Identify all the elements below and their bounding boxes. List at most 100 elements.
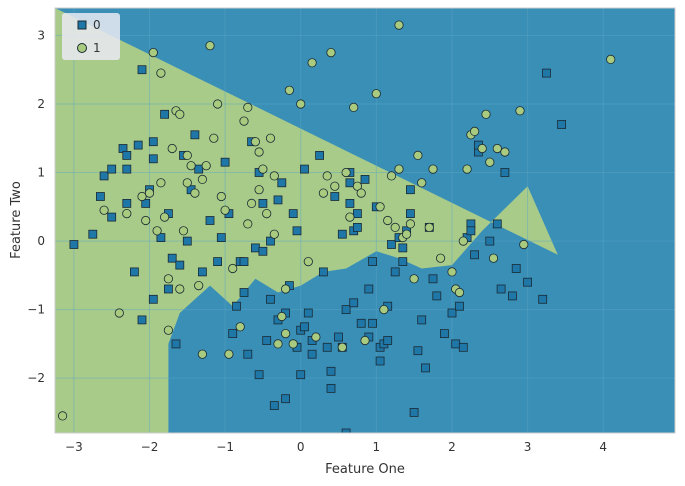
- point-class-0: [243, 349, 253, 359]
- point-class-0: [250, 243, 260, 253]
- point-class-0: [557, 120, 566, 129]
- point-class-1: [375, 202, 385, 212]
- point-class-0: [292, 226, 302, 236]
- point-class-0: [148, 294, 158, 304]
- point-class-0: [360, 174, 370, 184]
- point-class-0: [122, 164, 132, 174]
- x-tick-label: −2: [141, 440, 159, 454]
- point-class-0: [122, 150, 132, 160]
- point-class-0: [455, 301, 464, 311]
- point-class-1: [182, 178, 192, 188]
- point-class-1: [277, 311, 287, 322]
- point-class-1: [254, 185, 264, 195]
- x-tick-label: 0: [297, 440, 305, 454]
- point-class-0: [232, 301, 241, 311]
- point-class-1: [288, 339, 298, 349]
- point-class-1: [220, 205, 230, 215]
- legend-label-class-0: 0: [93, 18, 101, 32]
- point-class-1: [330, 181, 340, 191]
- point-class-0: [239, 288, 249, 297]
- point-class-1: [417, 178, 427, 188]
- legend: 0 1: [62, 13, 120, 60]
- point-class-1: [488, 253, 499, 263]
- point-class-1: [186, 161, 196, 171]
- point-class-1: [390, 222, 400, 232]
- point-class-1: [197, 174, 207, 184]
- point-class-0: [349, 298, 359, 308]
- point-class-0: [254, 370, 264, 380]
- point-class-1: [262, 209, 272, 219]
- point-class-1: [409, 274, 419, 284]
- point-class-1: [515, 106, 525, 116]
- x-axis-title: Feature One: [325, 462, 405, 477]
- point-class-0: [296, 370, 306, 380]
- point-class-1: [114, 308, 124, 318]
- point-class-0: [262, 336, 272, 345]
- point-class-1: [394, 20, 404, 30]
- point-class-0: [405, 209, 415, 219]
- point-class-1: [405, 219, 415, 229]
- point-class-0: [398, 257, 408, 267]
- point-class-1: [349, 102, 359, 113]
- point-class-0: [326, 383, 336, 393]
- point-class-0: [352, 222, 362, 232]
- x-tick-labels: −3 −2 −1 0 1 2 3 4: [65, 440, 607, 454]
- point-class-1: [228, 263, 238, 274]
- point-class-1: [428, 164, 438, 174]
- point-class-0: [167, 253, 177, 263]
- point-class-0: [364, 284, 374, 294]
- point-class-0: [428, 274, 438, 284]
- point-class-1: [182, 150, 192, 160]
- point-class-0: [507, 291, 517, 301]
- y-tick-label: −1: [27, 303, 45, 317]
- point-class-0: [542, 68, 551, 78]
- point-class-1: [519, 239, 529, 250]
- point-class-1: [99, 205, 109, 215]
- point-class-1: [156, 178, 166, 188]
- y-tick-label: 3: [37, 28, 45, 42]
- point-class-1: [141, 215, 151, 226]
- point-class-1: [296, 99, 306, 109]
- point-class-0: [368, 318, 378, 328]
- point-class-1: [386, 171, 397, 181]
- point-class-0: [273, 195, 283, 205]
- legend-marker-class-1: [77, 43, 87, 53]
- point-class-0: [266, 236, 275, 246]
- point-class-0: [447, 308, 457, 318]
- point-class-1: [280, 328, 291, 339]
- point-class-0: [496, 284, 506, 294]
- point-class-1: [160, 212, 170, 222]
- point-class-0: [470, 250, 480, 260]
- point-class-0: [500, 168, 510, 177]
- point-class-0: [417, 315, 427, 325]
- point-class-1: [318, 188, 328, 198]
- legend-box: [62, 13, 120, 60]
- point-class-1: [458, 236, 468, 246]
- point-class-1: [243, 219, 253, 229]
- point-class-0: [375, 356, 385, 366]
- point-class-0: [538, 294, 548, 304]
- point-class-0: [163, 284, 173, 294]
- point-class-0: [197, 267, 207, 277]
- y-tick-labels: −2 −1 0 1 2 3: [27, 28, 45, 385]
- point-class-1: [345, 212, 355, 222]
- legend-label-class-1: 1: [93, 41, 101, 55]
- point-class-0: [421, 363, 430, 373]
- point-class-0: [205, 216, 215, 225]
- y-tick-label: 2: [37, 97, 45, 111]
- point-class-0: [458, 342, 468, 352]
- point-class-0: [341, 428, 351, 433]
- point-class-1: [213, 99, 223, 109]
- point-class-1: [500, 147, 510, 157]
- point-class-1: [167, 143, 177, 154]
- point-class-1: [379, 304, 389, 315]
- point-class-0: [141, 198, 151, 208]
- point-class-1: [148, 47, 158, 58]
- point-class-1: [360, 335, 370, 346]
- point-class-0: [315, 150, 325, 160]
- point-class-1: [394, 164, 404, 174]
- point-class-0: [137, 315, 147, 325]
- point-class-1: [413, 150, 423, 160]
- point-class-1: [258, 164, 268, 174]
